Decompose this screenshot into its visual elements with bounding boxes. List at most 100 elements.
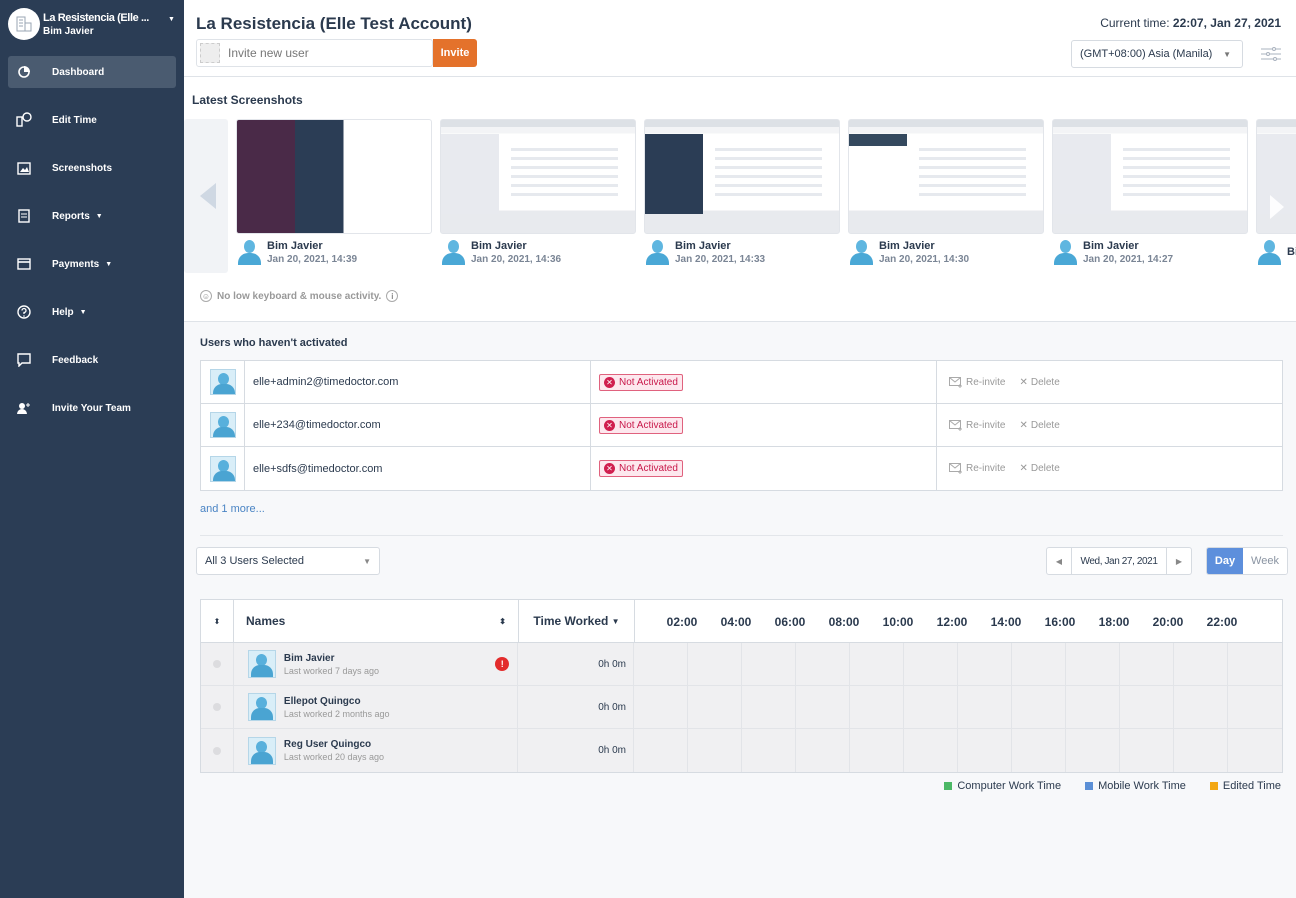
hour-cell: [850, 643, 904, 685]
hour-cell: [1228, 643, 1282, 685]
date-value[interactable]: Wed, Jan 27, 2021: [1071, 548, 1167, 574]
status-dot: [212, 660, 221, 668]
table-row[interactable]: Ellepot Quingco Last worked 2 months ago …: [201, 686, 1282, 729]
reinvite-button[interactable]: Re-invite: [949, 463, 1005, 474]
avatar: [644, 239, 670, 265]
current-time: Current time: 22:07, Jan 27, 2021: [1100, 16, 1281, 30]
hour-cell: [1228, 729, 1282, 772]
timezone-select[interactable]: (GMT+08:00) Asia (Manila) ▼: [1071, 40, 1243, 68]
user-name[interactable]: Ellepot Quingco: [283, 695, 361, 707]
account-name: La Resistencia (Elle ...: [43, 11, 149, 24]
current-time-label: Current time:: [1100, 16, 1170, 30]
day-button[interactable]: Day: [1207, 548, 1243, 574]
hour-cell: [904, 686, 958, 728]
sidebar-item-screenshots[interactable]: Screenshots: [8, 152, 176, 184]
sidebar-item-help[interactable]: Help ▼: [8, 296, 176, 328]
sidebar-item-edit-time[interactable]: Edit Time: [8, 104, 176, 136]
hour-label: 22:00: [1206, 615, 1238, 629]
sidebar-item-feedback[interactable]: Feedback: [8, 344, 176, 376]
screenshot-card[interactable]: Bim Javier Jan 20, 2021, 14:36: [440, 119, 636, 265]
hour-cell: [1066, 686, 1120, 728]
screenshot-thumbnail[interactable]: [440, 119, 636, 234]
invite-button[interactable]: Invite: [433, 39, 477, 67]
screenshot-thumbnail[interactable]: [848, 119, 1044, 234]
screenshot-card[interactable]: Bim Javier Jan 20, 2021, 14:39: [236, 119, 432, 265]
carousel-prev-button[interactable]: [184, 119, 228, 273]
more-users-link[interactable]: and 1 more...: [200, 503, 265, 515]
screenshot-thumbnail[interactable]: [1052, 119, 1248, 234]
screenshot-user: Bim Javier: [675, 239, 731, 252]
table-row[interactable]: Bim Javier Last worked 7 days ago! 0h 0m: [201, 643, 1282, 686]
avatar: [247, 650, 276, 678]
chevron-down-icon: ▼: [1223, 49, 1231, 59]
screenshot-thumbnail[interactable]: [236, 119, 432, 234]
screenshot-time: Jan 20, 2021, 14:33: [675, 253, 766, 265]
screenshot-card[interactable]: Bim Javier Jan 20, 2021, 14:27: [1052, 119, 1248, 265]
invite-user-input[interactable]: Invite new user: [196, 39, 433, 67]
time-worked-column-header[interactable]: Time Worked ▼: [519, 600, 635, 642]
sidebar-item-payments[interactable]: Payments ▼: [8, 248, 176, 280]
delete-button[interactable]: ✕ Delete: [1019, 420, 1059, 431]
invite-placeholder: Invite new user: [228, 46, 309, 60]
hour-cell: [742, 686, 796, 728]
delete-button[interactable]: ✕ Delete: [1019, 377, 1059, 388]
sidebar-item-label: Invite Your Team: [52, 402, 131, 414]
reinvite-label: Re-invite: [966, 463, 1006, 474]
sort-icon[interactable]: ⬍: [201, 600, 234, 642]
x-circle-icon: ✕: [604, 463, 615, 474]
reinvite-button[interactable]: Re-invite: [949, 376, 1006, 388]
prev-day-button[interactable]: ◀: [1055, 556, 1063, 566]
sort-icon[interactable]: ⬍: [499, 616, 506, 626]
warning-icon[interactable]: !: [495, 657, 510, 671]
carousel-next-button[interactable]: [1270, 195, 1284, 219]
week-button[interactable]: Week: [1243, 548, 1287, 574]
hour-label: 10:00: [882, 615, 914, 629]
next-day-button[interactable]: ▶: [1175, 556, 1183, 566]
user-select[interactable]: All 3 Users Selected ▼: [196, 547, 380, 575]
user-name[interactable]: Bim Javier: [283, 652, 335, 664]
user-name[interactable]: Reg User Quingco: [283, 739, 372, 750]
info-icon[interactable]: i: [386, 290, 399, 302]
settings-sliders-icon[interactable]: [1261, 46, 1281, 67]
sort-desc-icon: ▼: [611, 616, 620, 626]
avatar: [247, 693, 276, 721]
hour-label: 04:00: [720, 615, 752, 629]
screenshot-user: Bim Javier: [879, 239, 935, 252]
names-column-header[interactable]: Names ⬍: [234, 600, 519, 642]
screenshot-card[interactable]: Bim Javier Jan 20, 2021, 14:33: [644, 119, 840, 265]
table-row[interactable]: Reg User Quingco Last worked 20 days ago …: [201, 729, 1282, 772]
hour-cell: [1174, 686, 1228, 728]
screenshot-user: Bim Javier: [267, 239, 323, 252]
status-badge: ✕ Not Activated: [599, 460, 683, 477]
envelope-plus-icon: [949, 376, 962, 388]
invite-icon: [16, 400, 32, 416]
legend-label: Computer Work Time: [957, 780, 1062, 792]
status-badge: ✕ Not Activated: [599, 416, 683, 434]
screenshot-card[interactable]: Bim Javier Jan 20, 2021, 14:30: [848, 119, 1044, 265]
sidebar-item-dashboard[interactable]: Dashboard: [8, 56, 176, 88]
time-worked: 0h 0m: [518, 729, 634, 772]
sidebar-item-label: Help: [52, 306, 74, 318]
hour-cell: [688, 686, 742, 728]
screenshot-card[interactable]: Bi: [1256, 119, 1296, 265]
reinvite-label: Re-invite: [966, 376, 1006, 388]
screenshot-time: Jan 20, 2021, 14:39: [267, 253, 358, 265]
screenshot-user: Bi: [1287, 246, 1296, 258]
account-switcher[interactable]: La Resistencia (Elle ... Bim Javier ▼: [8, 8, 178, 40]
hour-cell: [1120, 643, 1174, 685]
delete-label: Delete: [1030, 419, 1060, 431]
hour-cell: [634, 729, 688, 772]
screenshot-time: Jan 20, 2021, 14:36: [471, 253, 562, 265]
reinvite-button[interactable]: Re-invite: [949, 419, 1005, 431]
sidebar-item-invite-your-team[interactable]: Invite Your Team: [8, 392, 176, 424]
avatar: [236, 239, 262, 265]
screenshot-thumbnail[interactable]: [644, 119, 840, 234]
avatar: [1052, 239, 1078, 265]
sidebar-item-reports[interactable]: Reports ▼: [8, 200, 176, 232]
chevron-down-icon: ▼: [95, 212, 103, 220]
hour-cell: [1174, 729, 1228, 772]
legend-swatch: [1085, 782, 1094, 790]
delete-button[interactable]: ✕ Delete: [1019, 463, 1059, 474]
legend-swatch: [1209, 782, 1218, 790]
timesheet-table: ⬍ Names ⬍ Time Worked ▼ 02:00 04:00 06:00 08…: [200, 599, 1283, 773]
